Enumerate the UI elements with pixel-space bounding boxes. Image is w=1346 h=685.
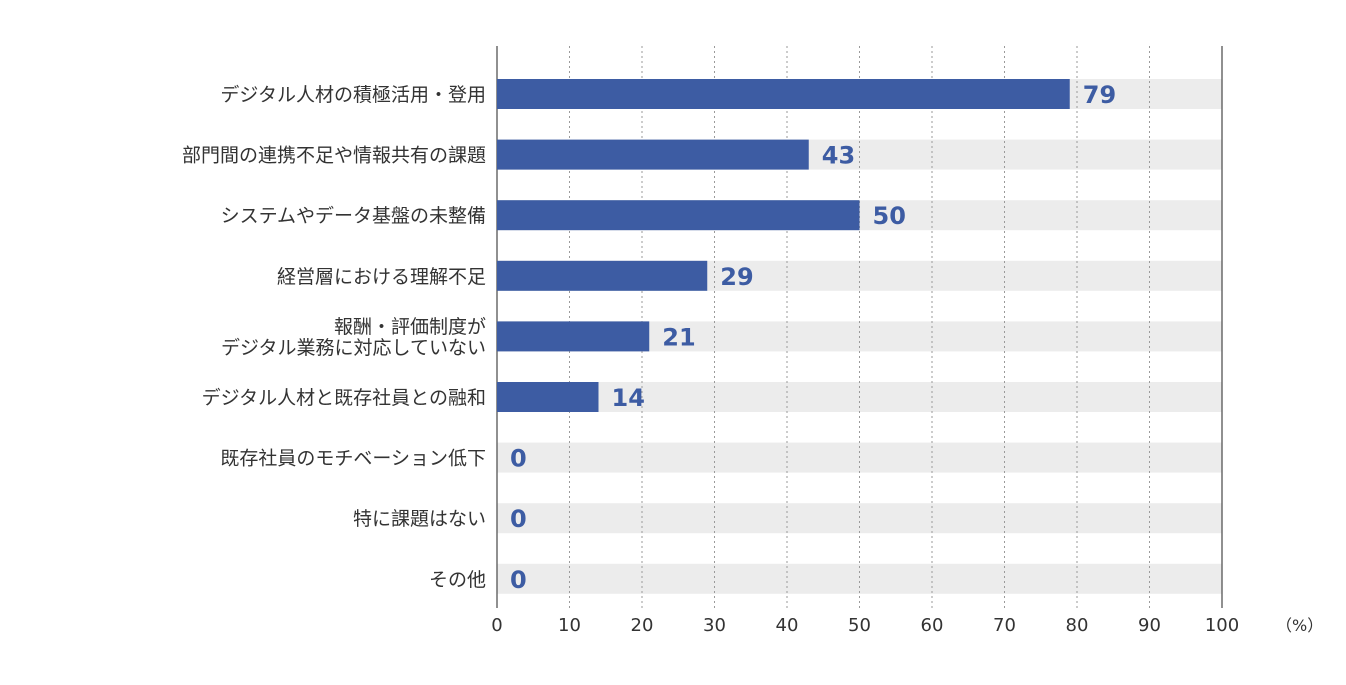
category-label: デジタル人材と既存社員との融和 [202, 387, 486, 409]
category-label: 報酬・評価制度が [334, 316, 486, 338]
x-tick-label: 60 [921, 615, 944, 636]
bar-track [497, 563, 1222, 594]
x-tick-label: 50 [848, 615, 871, 636]
data-label: 50 [873, 202, 906, 230]
x-tick-label: 80 [1066, 615, 1089, 636]
category-label: 部門間の連携不足や情報共有の課題 [182, 145, 486, 167]
category-labels: デジタル人材の積極活用・登用部門間の連携不足や情報共有の課題システムやデータ基盤… [182, 84, 486, 591]
bar [497, 321, 650, 352]
bar-track [497, 503, 1222, 534]
category-label: その他 [429, 569, 486, 591]
value-labels: 79 43 50 29 21 14 0 0 0 [510, 81, 1116, 594]
data-label: 21 [662, 323, 695, 351]
data-label: 79 [1083, 81, 1116, 109]
data-label: 0 [510, 505, 527, 533]
category-label: 既存社員のモチベーション低下 [220, 448, 486, 470]
category-label: 経営層における理解不足 [277, 266, 486, 288]
data-label: 43 [822, 142, 855, 170]
data-label: 14 [612, 384, 645, 412]
x-axis: 0 10 20 30 40 50 60 70 80 90 100 [491, 615, 1239, 636]
bars [497, 79, 1070, 412]
x-tick-label: 70 [993, 615, 1016, 636]
bar [497, 382, 599, 412]
x-tick-label: 40 [776, 615, 799, 636]
x-tick-label: 0 [491, 615, 502, 636]
x-tick-label: 30 [703, 615, 726, 636]
bar [497, 139, 809, 170]
category-label: デジタル業務に対応していない [221, 337, 486, 359]
category-label: 特に課題はない [353, 508, 486, 530]
bar [497, 200, 860, 231]
category-label: システムやデータ基盤の未整備 [221, 205, 486, 227]
x-tick-label: 10 [558, 615, 581, 636]
category-label: デジタル人材の積極活用・登用 [220, 84, 486, 106]
data-label: 29 [720, 263, 753, 291]
x-tick-label: 90 [1138, 615, 1161, 636]
data-label: 0 [510, 566, 527, 594]
x-axis-unit-label: （%） [1276, 616, 1323, 635]
bar [497, 79, 1070, 109]
x-tick-label: 100 [1205, 615, 1239, 636]
x-tick-label: 20 [631, 615, 654, 636]
bar [497, 260, 708, 291]
data-label: 0 [510, 445, 527, 473]
